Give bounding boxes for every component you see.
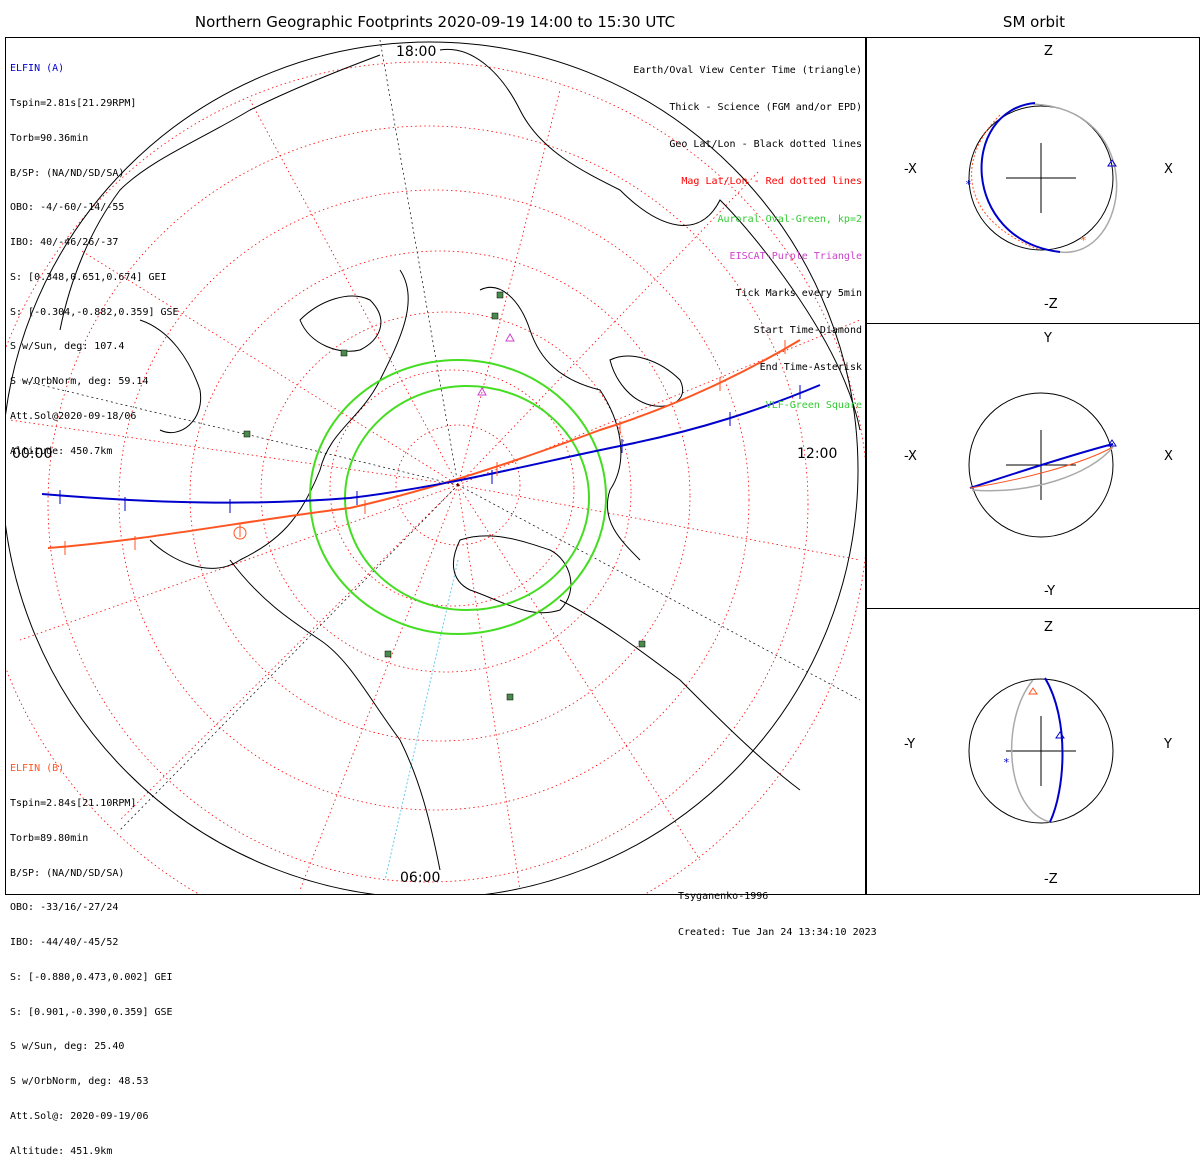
sm3-down-label: -Z bbox=[1044, 872, 1058, 887]
eiscat-triangle bbox=[477, 386, 487, 396]
info-line: OBO: -4/-60/-14/-55 bbox=[10, 202, 125, 214]
info-line: S: [-0.304,-0.882,0.359] GSE bbox=[10, 306, 179, 318]
legend-item: End Time-Asterisk bbox=[759, 362, 862, 374]
svg-text:*: * bbox=[1003, 756, 1010, 769]
info-line: Torb=90.36min bbox=[10, 132, 89, 144]
sm2-left-label: -X bbox=[904, 449, 917, 464]
sm-panel-3-graphics: * bbox=[968, 677, 1114, 824]
elfin-a-name: ELFIN (A) bbox=[10, 63, 65, 75]
elfin-b-name: ELFIN (B) bbox=[10, 763, 65, 775]
info-line: IBO: -44/40/-45/52 bbox=[10, 937, 119, 949]
info-line: S: [-0.880,0.473,0.002] GEI bbox=[10, 971, 173, 983]
elfin-b-track bbox=[47, 339, 801, 549]
elfin-a-info: ELFIN (A) Tspin=2.81s[21.29RPM] Torb=90.… bbox=[10, 40, 179, 469]
legend-item: Geo Lat/Lon - Black dotted lines bbox=[669, 139, 862, 151]
map-legend: Earth/Oval View Center Time (triangle) T… bbox=[633, 40, 862, 424]
elfin-b-info: ELFIN (B) Tspin=2.84s[21.10RPM] Torb=89.… bbox=[10, 740, 173, 1169]
info-line: Att.Sol@2020-09-18/06 bbox=[10, 411, 137, 422]
geo-lat-grid bbox=[19, 39, 861, 831]
info-line: S w/OrbNorm, deg: 59.14 bbox=[10, 376, 149, 388]
footprint-map-frame bbox=[5, 37, 866, 895]
info-line: Tspin=2.84s[21.10RPM] bbox=[10, 797, 137, 809]
clock-label-bottom: 06:00 bbox=[400, 870, 441, 886]
info-line: IBO: 40/-46/26/-37 bbox=[10, 237, 119, 249]
elfin-a-ticks bbox=[59, 385, 801, 513]
legend-item: Thick - Science (FGM and/or EPD) bbox=[669, 102, 862, 114]
info-line: S: [0.348,0.651,0.674] GEI bbox=[10, 271, 167, 283]
clock-label-left: 00:00 bbox=[12, 446, 53, 462]
sm1-right-label: X bbox=[1164, 162, 1173, 177]
sm1-up-label: Z bbox=[1044, 44, 1053, 59]
svg-text:*: * bbox=[965, 178, 972, 191]
clock-label-right: 12:00 bbox=[797, 446, 838, 462]
elfin-a-track bbox=[41, 384, 821, 504]
info-line: Altitude: 451.9km bbox=[10, 1145, 113, 1157]
legend-item: Auroral Oval-Green, kp=2 bbox=[717, 213, 863, 225]
sm-orbit-title: SM orbit bbox=[1002, 13, 1066, 31]
legend-item: Mag Lat/Lon - Red dotted lines bbox=[681, 176, 862, 188]
credits: Tsyganenko-1996 Created: Tue Jan 24 13:3… bbox=[678, 867, 877, 951]
info-line: S w/Sun, deg: 25.40 bbox=[10, 1041, 125, 1053]
info-line: S: [0.901,-0.390,0.359] GSE bbox=[10, 1006, 173, 1018]
legend-item: Start Time-Diamond bbox=[753, 325, 862, 337]
info-line: S w/Sun, deg: 107.4 bbox=[10, 341, 125, 353]
info-line: Altitude: 450.7km bbox=[10, 445, 113, 457]
sm3-up-label: Z bbox=[1044, 620, 1053, 635]
sm1-left-label: -X bbox=[904, 162, 917, 177]
footprint-map-graphics: * * * bbox=[6, 39, 1118, 894]
earth-limb bbox=[6, 41, 859, 894]
sm3-right-label: Y bbox=[1164, 737, 1172, 752]
created-timestamp: Created: Tue Jan 24 13:34:10 2023 bbox=[678, 927, 877, 938]
sm3-left-label: -Y bbox=[904, 737, 916, 752]
model-name: Tsyganenko-1996 bbox=[678, 891, 769, 902]
eiscat-triangle bbox=[505, 332, 515, 342]
info-line: Torb=89.80min bbox=[10, 832, 89, 844]
info-line: Tspin=2.81s[21.29RPM] bbox=[10, 97, 137, 109]
sm2-right-label: X bbox=[1164, 449, 1173, 464]
elfin-b-start-diamond bbox=[233, 526, 247, 540]
sm-panel-2-graphics bbox=[968, 392, 1117, 538]
info-line: Att.Sol@: 2020-09-19/06 bbox=[10, 1111, 149, 1122]
dusk-meridian-line bbox=[384, 559, 459, 881]
legend-item: VLF-Green Square bbox=[765, 399, 862, 411]
vlf-stations bbox=[243, 291, 646, 701]
svg-text:*: * bbox=[1080, 234, 1087, 247]
sm-panel-1-graphics: * * bbox=[965, 102, 1118, 253]
sm1-down-label: -Z bbox=[1044, 297, 1058, 312]
info-line: B/SP: (NA/ND/SD/SA) bbox=[10, 867, 125, 879]
sm2-up-label: Y bbox=[1044, 331, 1052, 346]
info-line: B/SP: (NA/ND/SD/SA) bbox=[10, 167, 125, 179]
legend-item: Earth/Oval View Center Time (triangle) bbox=[633, 64, 862, 76]
info-line: S w/OrbNorm, deg: 48.53 bbox=[10, 1076, 149, 1088]
sm2-down-label: -Y bbox=[1044, 584, 1056, 599]
info-line: OBO: -33/16/-27/24 bbox=[10, 902, 119, 914]
coastlines bbox=[59, 48, 861, 871]
page-title: Northern Geographic Footprints 2020-09-1… bbox=[194, 13, 676, 31]
legend-item: Tick Marks every 5min bbox=[735, 288, 862, 300]
elfin-b-ticks bbox=[64, 340, 786, 555]
legend-item: EISCAT-Purple Triangle bbox=[729, 250, 862, 262]
clock-label-top: 18:00 bbox=[396, 44, 437, 60]
